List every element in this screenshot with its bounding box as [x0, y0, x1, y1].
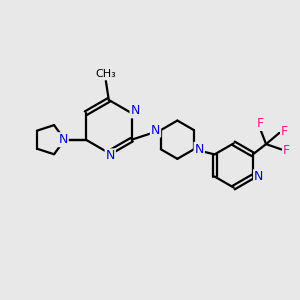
Text: F: F [281, 125, 288, 138]
Text: N: N [195, 143, 204, 156]
Text: N: N [151, 124, 160, 136]
Text: N: N [58, 133, 68, 146]
Text: N: N [254, 170, 263, 183]
Text: F: F [283, 144, 290, 158]
Text: CH₃: CH₃ [95, 69, 116, 79]
Text: F: F [256, 117, 264, 130]
Text: N: N [130, 104, 140, 117]
Text: N: N [106, 149, 115, 162]
